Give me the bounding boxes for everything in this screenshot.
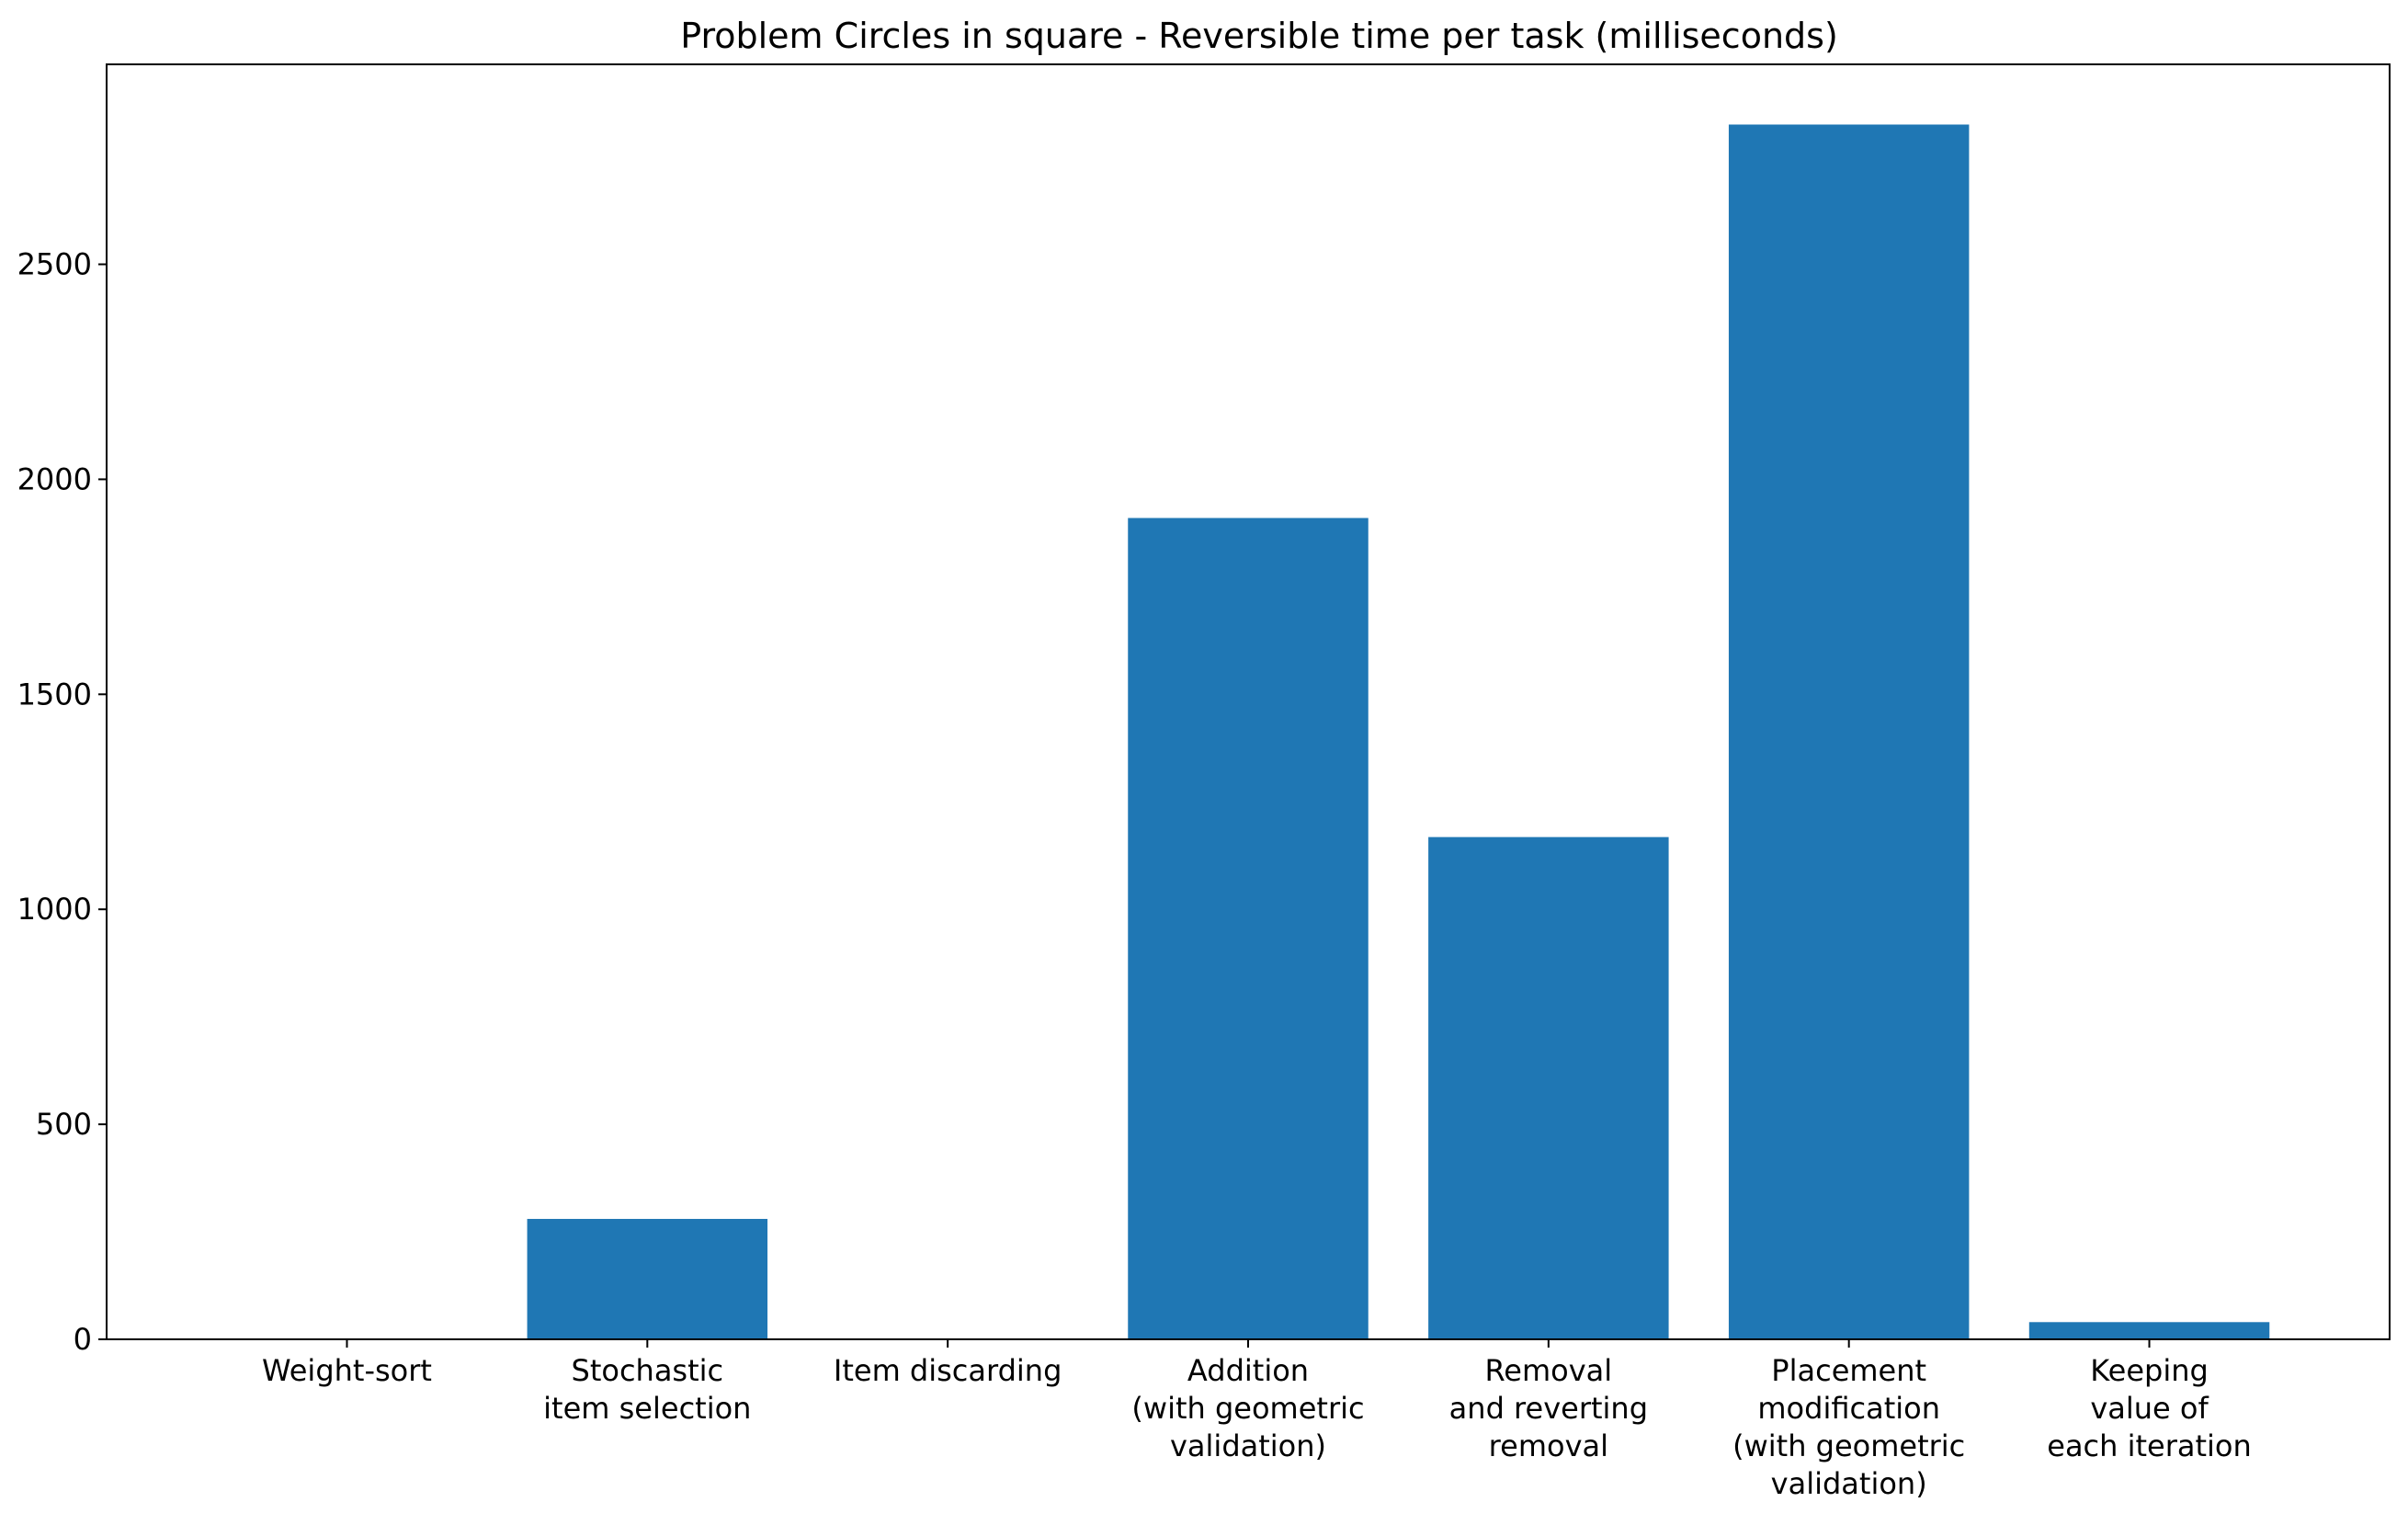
y-tick-label-2500: 2500 [17,247,92,282]
x-tick-label-2: Stochastic item selection [543,1353,751,1426]
plot-frame [106,63,2391,1340]
bar-5 [1428,836,1669,1339]
x-tick-label-line: (with geometric [1131,1391,1364,1426]
x-tick-label-line: item selection [543,1391,751,1426]
bar-7 [2028,1322,2270,1339]
y-tick-label-0: 0 [74,1322,92,1357]
y-tick-label-1500: 1500 [17,677,92,711]
x-tick-label-line: validation) [1170,1428,1326,1463]
y-axis: 0 500 1000 1500 2000 2500 [17,247,107,1357]
y-tick-label-2000: 2000 [17,461,92,496]
chart-title: Problem Circles in square - Reversible t… [680,16,1838,56]
x-tick-label-line: value of [2090,1391,2209,1426]
x-tick-label-line: Removal [1485,1353,1613,1388]
y-tick-label-1000: 1000 [17,892,92,927]
x-tick-label-3: Item discarding [834,1353,1062,1388]
x-tick-label-line: Weight-sort [262,1353,432,1388]
x-tick-label-7: Keeping value of each iteration [2047,1353,2252,1463]
x-tick-label-6: Placement modification (with geometric vali… [1732,1353,1965,1501]
x-tick-label-line: Stochastic [572,1353,724,1388]
x-tick-label-line: each iteration [2047,1428,2252,1463]
x-tick-label-line: and reverting [1449,1391,1648,1426]
y-tick-label-500: 500 [36,1107,92,1142]
x-tick-label-5: Removal and reverting removal [1449,1353,1648,1463]
x-axis: Weight-sort Stochastic item selection Item … [262,1339,2252,1501]
x-tick-label-line: Placement [1771,1353,1926,1388]
bars-group [527,124,2270,1339]
x-tick-label-line: Addition [1187,1353,1309,1388]
x-tick-label-line: (with geometric [1732,1428,1965,1463]
bar-2 [527,1219,768,1339]
x-tick-label-line: removal [1489,1428,1608,1463]
x-tick-label-line: validation) [1771,1466,1927,1501]
x-tick-label-1: Weight-sort [262,1353,432,1388]
x-tick-label-4: Addition (with geometric validation) [1131,1353,1364,1463]
bar-4 [1128,518,1369,1339]
x-tick-label-line: modification [1757,1391,1940,1426]
bar-6 [1728,124,1970,1339]
x-tick-label-line: Item discarding [834,1353,1062,1388]
x-tick-label-line: Keeping [2090,1353,2209,1388]
